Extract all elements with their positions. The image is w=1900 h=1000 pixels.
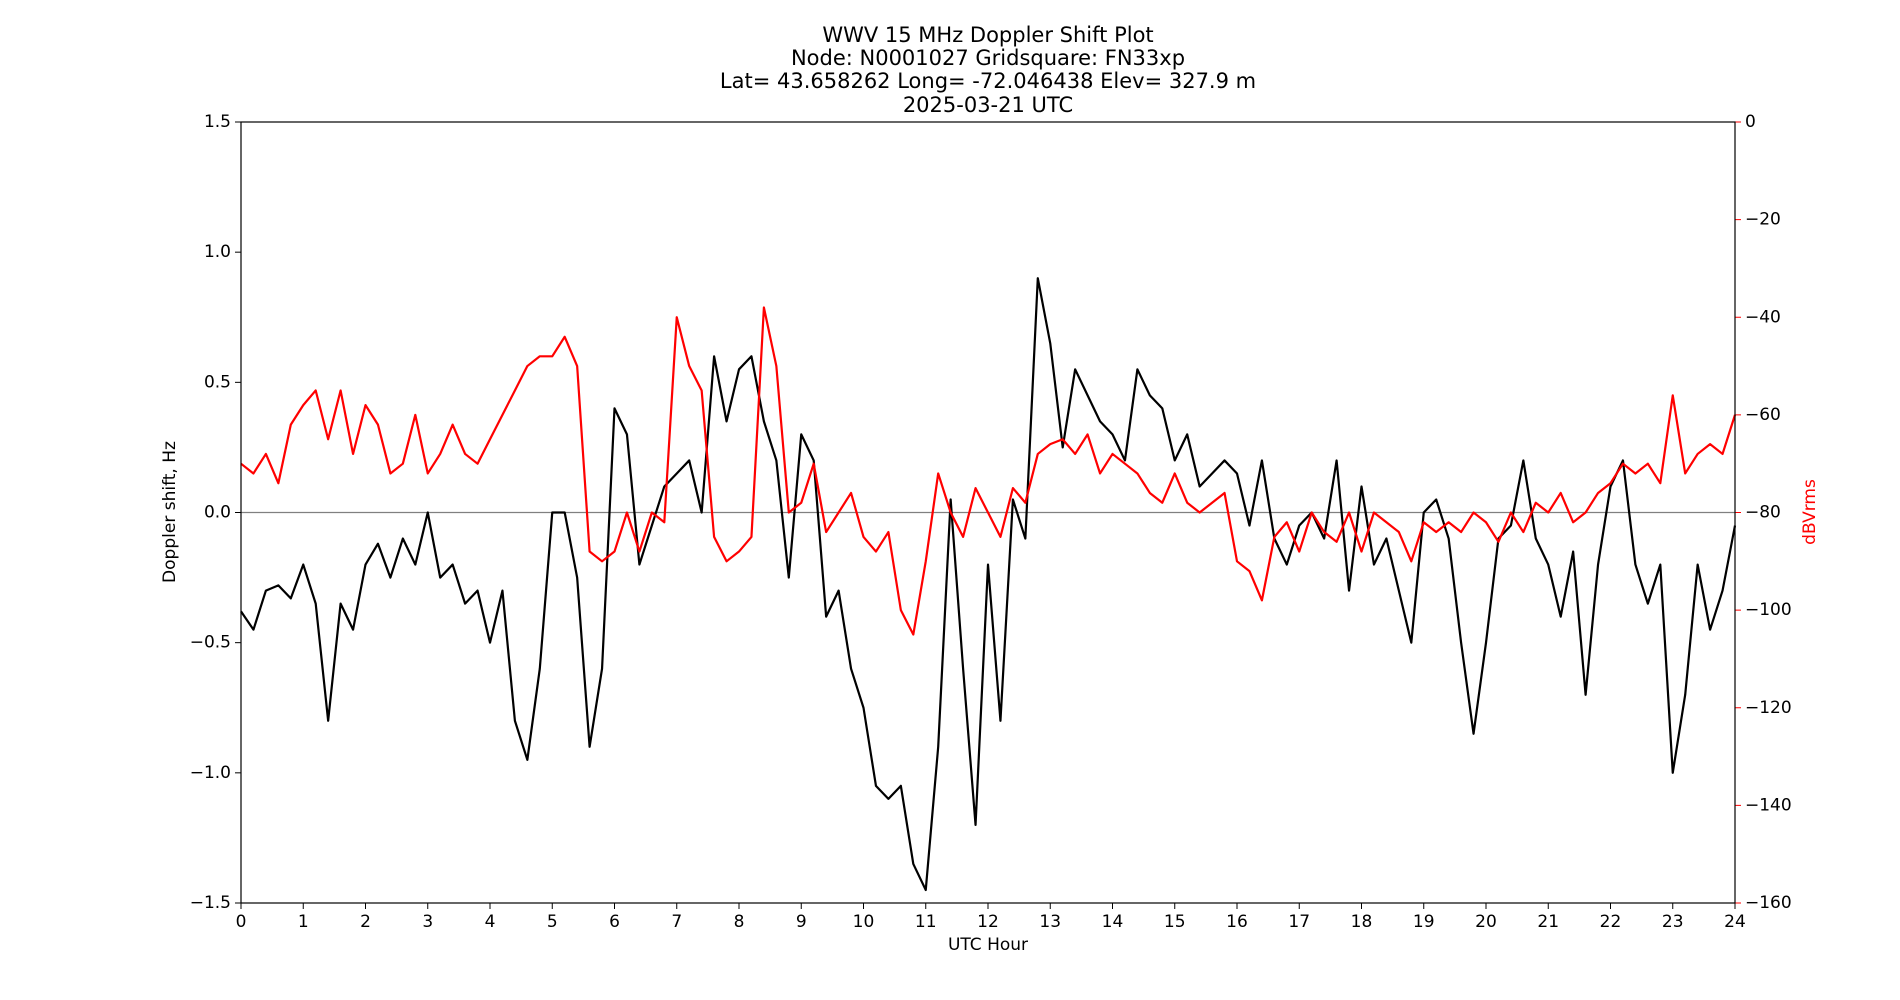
y-tick-label: −1.0 xyxy=(190,763,231,783)
x-axis-label: UTC Hour xyxy=(948,935,1028,955)
y-tick-label: 0.0 xyxy=(204,503,231,523)
y-tick-label: 1.0 xyxy=(204,242,231,262)
y2-tick-label: −120 xyxy=(1745,698,1792,718)
x-tick-label: 20 xyxy=(1475,912,1497,932)
x-tick-label: 5 xyxy=(547,912,558,932)
x-tick-label: 13 xyxy=(1039,912,1061,932)
x-tick-label: 15 xyxy=(1164,912,1186,932)
y2-tick-label: 0 xyxy=(1745,112,1756,132)
plot-frame xyxy=(240,121,1736,904)
x-tick-label: 24 xyxy=(1724,912,1746,932)
x-tick-label: 10 xyxy=(853,912,875,932)
y2-tick-label: −20 xyxy=(1745,210,1781,230)
x-tick-label: 9 xyxy=(796,912,807,932)
x-tick-label: 16 xyxy=(1226,912,1248,932)
y2-axis-label: dBVrms xyxy=(1800,479,1820,545)
y-tick-label: −1.5 xyxy=(190,893,231,913)
chart-title: WWV 15 MHz Doppler Shift Plot xyxy=(822,23,1153,47)
x-tick-label: 0 xyxy=(236,912,247,932)
y-tick-label: 0.5 xyxy=(204,372,231,392)
chart-subtitle: Node: N0001027 Gridsquare: FN33xp xyxy=(791,46,1185,70)
x-tick-label: 18 xyxy=(1351,912,1373,932)
y2-tick-label: −140 xyxy=(1745,795,1792,815)
y-tick-label: −0.5 xyxy=(190,633,231,653)
chart-subtitle: Lat= 43.658262 Long= -72.046438 Elev= 32… xyxy=(720,69,1256,93)
data-line xyxy=(240,277,1737,892)
y2-tick-label: −100 xyxy=(1745,600,1792,620)
y2-tick-label: −160 xyxy=(1745,893,1792,913)
data-line xyxy=(240,306,1737,636)
x-tick-label: 3 xyxy=(422,912,433,932)
x-tick-label: 14 xyxy=(1102,912,1124,932)
x-tick-label: 8 xyxy=(734,912,745,932)
x-tick-label: 2 xyxy=(360,912,371,932)
y2-tick-label: −80 xyxy=(1745,503,1781,523)
x-tick-label: 4 xyxy=(485,912,496,932)
y2-tick-label: −60 xyxy=(1745,405,1781,425)
y2-tick-label: −40 xyxy=(1745,307,1781,327)
chart-subtitle: 2025-03-21 UTC xyxy=(903,93,1073,117)
x-tick-label: 17 xyxy=(1288,912,1310,932)
x-tick-label: 7 xyxy=(671,912,682,932)
x-tick-label: 19 xyxy=(1413,912,1435,932)
x-tick-label: 11 xyxy=(915,912,937,932)
y-axis-label: Doppler shift, Hz xyxy=(160,441,180,583)
y-tick-label: 1.5 xyxy=(204,112,231,132)
x-tick-label: 21 xyxy=(1537,912,1559,932)
x-tick-label: 12 xyxy=(977,912,999,932)
x-tick-label: 22 xyxy=(1600,912,1622,932)
x-tick-label: 6 xyxy=(609,912,620,932)
x-tick-label: 23 xyxy=(1662,912,1684,932)
x-tick-label: 1 xyxy=(298,912,309,932)
